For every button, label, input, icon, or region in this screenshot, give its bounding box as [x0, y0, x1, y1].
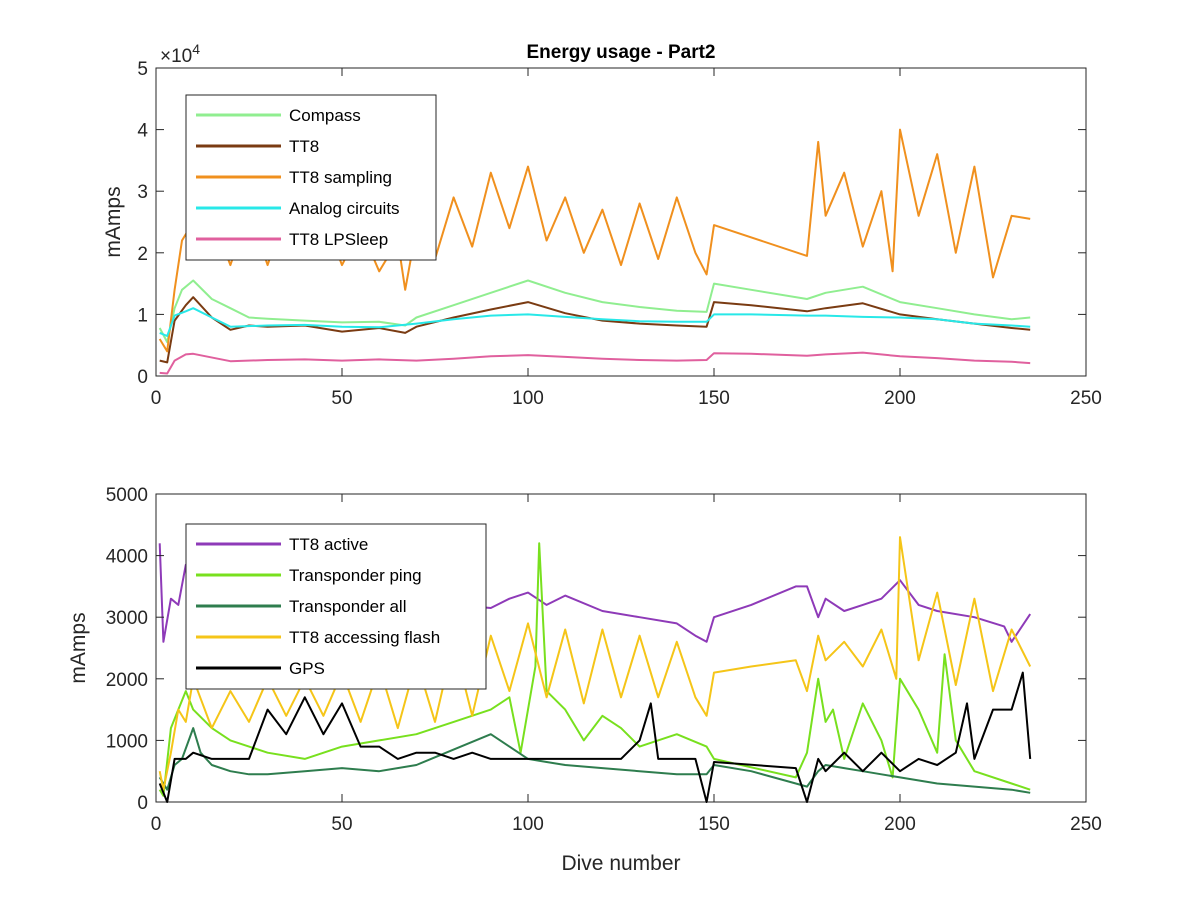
- x-tick-label: 0: [151, 388, 162, 409]
- top-axis-ticks: 0 50 100 150 200 250 0 1 2 3 4 5: [137, 59, 1101, 409]
- top-y-exponent: ×104: [160, 41, 200, 67]
- series-line-analog-circuits: [159, 307, 1031, 337]
- series-line-tt8-lpsleep: [159, 351, 1031, 375]
- series-line-transponder-all: [158, 727, 1031, 794]
- y-tick-label: 2: [137, 244, 148, 265]
- y-tick-label: 3: [137, 182, 148, 203]
- top-y-exponent-base: ×10: [160, 46, 192, 67]
- x-tick-label: 50: [331, 388, 352, 409]
- legend-entry: TT8 LPSleep: [289, 230, 388, 249]
- x-tick-label: 150: [698, 388, 730, 409]
- x-tick-label: 150: [698, 814, 730, 835]
- x-tick-label: 100: [512, 814, 544, 835]
- x-tick-label: 250: [1070, 388, 1102, 409]
- legend-entry: TT8 accessing flash: [289, 628, 440, 647]
- bottom-series-lines: [158, 536, 1032, 803]
- series-line-tt8-accessing-flash: [158, 536, 1032, 791]
- x-tick-label: 250: [1070, 814, 1102, 835]
- y-tick-label: 1000: [106, 731, 148, 752]
- series-line-transponder-ping: [158, 542, 1031, 797]
- legend-entry: GPS: [289, 659, 325, 678]
- x-tick-label: 200: [884, 814, 916, 835]
- y-tick-label: 1: [137, 305, 148, 326]
- bottom-x-axis-label: Dive number: [561, 852, 680, 875]
- top-legend: Compass TT8 TT8 sampling Analog circuits TT8…: [185, 94, 437, 261]
- y-tick-label: 3000: [106, 608, 148, 629]
- legend-entry: Analog circuits: [289, 199, 400, 218]
- top-y-exponent-power: 4: [192, 41, 200, 57]
- y-tick-label: 4000: [106, 547, 148, 568]
- legend-entry: Transponder all: [289, 597, 407, 616]
- y-tick-label: 5000: [106, 485, 148, 506]
- y-tick-label: 0: [137, 793, 148, 814]
- top-series-lines: [158, 128, 1031, 375]
- legend-entry: Transponder ping: [289, 566, 422, 585]
- top-axes: 0 50 100 150 200 250 0 1 2 3 4 5 Energy usage - Par…: [102, 41, 1102, 409]
- x-tick-label: 100: [512, 388, 544, 409]
- bottom-y-axis-label: mAmps: [67, 612, 90, 683]
- bottom-axis-ticks: 0 50 100 150 200 250 0 1000 2000 3000 4000 5000: [106, 485, 1102, 835]
- bottom-axes: 0 50 100 150 200 250 0 1000 2000 3000 4000 5000 mAm…: [67, 485, 1102, 875]
- series-line-gps: [158, 671, 1032, 803]
- legend-entry: TT8: [289, 137, 319, 156]
- x-tick-label: 200: [884, 388, 916, 409]
- y-tick-label: 5: [137, 59, 148, 80]
- y-tick-label: 0: [137, 367, 148, 388]
- legend-entry: Compass: [289, 106, 361, 125]
- x-tick-label: 0: [151, 814, 162, 835]
- legend-entry: TT8 active: [289, 535, 368, 554]
- top-y-axis-label: mAmps: [102, 186, 125, 257]
- bottom-legend: TT8 active Transponder ping Transponder al…: [185, 523, 487, 690]
- x-tick-label: 50: [331, 814, 352, 835]
- chart-title: Energy usage - Part2: [526, 42, 715, 63]
- y-tick-label: 2000: [106, 670, 148, 691]
- legend-entry: TT8 sampling: [289, 168, 392, 187]
- series-line-compass: [158, 279, 1031, 344]
- y-tick-label: 4: [137, 121, 148, 142]
